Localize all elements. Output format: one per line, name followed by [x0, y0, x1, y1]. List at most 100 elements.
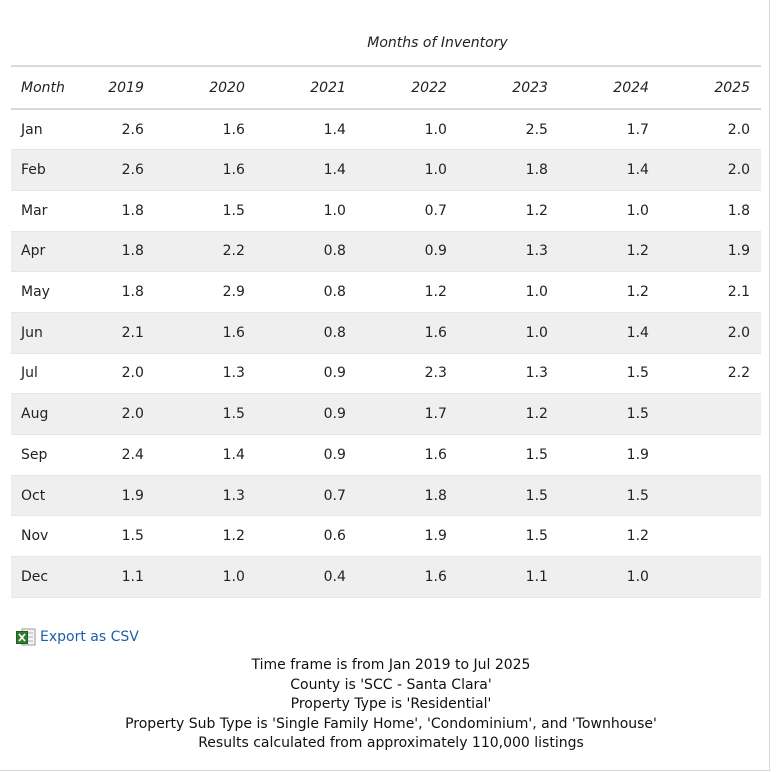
- value-cell-2021: 0.8: [286, 271, 388, 313]
- value-cell-2021: 0.4: [286, 556, 388, 598]
- value-cell-2019: 1.9: [84, 475, 186, 517]
- row-month-cell: Jun: [11, 312, 85, 354]
- value-cell-2023: 1.5: [488, 434, 590, 476]
- value-cell-2025: [690, 393, 761, 435]
- row-month-cell: Dec: [11, 556, 85, 598]
- value-cell-2023: 1.3: [488, 353, 590, 395]
- value-cell-2020: 1.4: [185, 434, 287, 476]
- header-2025: 2025: [690, 65, 761, 110]
- value-cell-2024: 1.4: [589, 312, 691, 354]
- row-month-cell: Nov: [11, 515, 85, 558]
- value-cell-2021: 0.9: [286, 434, 388, 476]
- table-row: May 1.8 2.9 0.8 1.2 1.0 1.2 2.1: [11, 271, 761, 313]
- value-cell-2023: 1.1: [488, 556, 590, 598]
- value-cell-2023: 1.2: [488, 190, 590, 232]
- value-cell-2021: 1.4: [286, 109, 388, 151]
- value-cell-2021: 0.9: [286, 353, 388, 395]
- value-cell-2019: 2.6: [84, 149, 186, 191]
- value-cell-2019: 2.0: [84, 353, 186, 395]
- value-cell-2023: 1.0: [488, 271, 590, 313]
- value-cell-2025: 2.0: [690, 149, 761, 191]
- row-month-cell: May: [11, 271, 85, 313]
- value-cell-2024: 1.5: [589, 353, 691, 395]
- value-cell-2024: 1.5: [589, 475, 691, 517]
- value-cell-2024: 1.2: [589, 231, 691, 273]
- row-month-cell: Mar: [11, 190, 85, 232]
- value-cell-2022: 1.6: [387, 312, 489, 354]
- table-row: Nov 1.5 1.2 0.6 1.9 1.5 1.2: [11, 515, 761, 558]
- value-cell-2025: 2.1: [690, 271, 761, 313]
- table-header-row: Month 2019 2020 2021 2022 2023 2024 2025: [11, 65, 761, 110]
- value-cell-2023: 2.5: [488, 109, 590, 151]
- value-cell-2025: 1.9: [690, 231, 761, 273]
- value-cell-2022: 1.0: [387, 149, 489, 191]
- value-cell-2021: 0.8: [286, 312, 388, 354]
- value-cell-2020: 1.6: [185, 149, 287, 191]
- value-cell-2024: 1.7: [589, 109, 691, 151]
- excel-csv-icon: [16, 628, 36, 646]
- value-cell-2022: 1.9: [387, 515, 489, 558]
- row-month-cell: Jan: [11, 109, 85, 151]
- value-cell-2019: 1.8: [84, 271, 186, 313]
- value-cell-2019: 2.6: [84, 109, 186, 151]
- header-month: Month: [11, 65, 85, 110]
- criteria-timeframe: Time frame is from Jan 2019 to Jul 2025: [251, 657, 531, 673]
- value-cell-2025: [690, 515, 761, 558]
- value-cell-2024: 1.0: [589, 556, 691, 598]
- value-cell-2025: 2.2: [690, 353, 761, 395]
- row-month-cell: Oct: [11, 475, 85, 517]
- value-cell-2022: 1.0: [387, 109, 489, 151]
- value-cell-2025: [690, 475, 761, 517]
- header-2019: 2019: [84, 65, 186, 110]
- value-cell-2024: 1.2: [589, 515, 691, 558]
- report-criteria: Time frame is from Jan 2019 to Jul 2025 …: [0, 656, 782, 754]
- table-row: Dec 1.1 1.0 0.4 1.6 1.1 1.0: [11, 556, 761, 598]
- table-row: Apr 1.8 2.2 0.8 0.9 1.3 1.2 1.9: [11, 231, 761, 273]
- header-2023: 2023: [488, 65, 590, 110]
- row-month-cell: Sep: [11, 434, 85, 476]
- row-month-cell: Feb: [11, 149, 85, 191]
- value-cell-2019: 1.1: [84, 556, 186, 598]
- value-cell-2022: 2.3: [387, 353, 489, 395]
- value-cell-2020: 1.3: [185, 475, 287, 517]
- value-cell-2019: 2.1: [84, 312, 186, 354]
- value-cell-2022: 1.7: [387, 393, 489, 435]
- value-cell-2024: 1.5: [589, 393, 691, 435]
- table-row: Jun 2.1 1.6 0.8 1.6 1.0 1.4 2.0: [11, 312, 761, 354]
- table-row: Jul 2.0 1.3 0.9 2.3 1.3 1.5 2.2: [11, 353, 761, 395]
- header-2020: 2020: [185, 65, 287, 110]
- value-cell-2019: 1.8: [84, 190, 186, 232]
- value-cell-2020: 1.5: [185, 190, 287, 232]
- criteria-property-type: Property Type is 'Residential': [290, 696, 492, 713]
- value-cell-2020: 2.2: [185, 231, 287, 273]
- value-cell-2022: 1.8: [387, 475, 489, 517]
- export-csv-link[interactable]: Export as CSV: [16, 628, 139, 646]
- criteria-property-subtype: Property Sub Type is 'Single Family Home…: [125, 715, 657, 732]
- table-row: Jan 2.6 1.6 1.4 1.0 2.5 1.7 2.0: [11, 109, 761, 151]
- value-cell-2024: 1.9: [589, 434, 691, 476]
- value-cell-2023: 1.2: [488, 393, 590, 435]
- value-cell-2024: 1.4: [589, 149, 691, 191]
- value-cell-2023: 1.3: [488, 231, 590, 273]
- value-cell-2020: 1.6: [185, 312, 287, 354]
- value-cell-2019: 2.0: [84, 393, 186, 435]
- value-cell-2019: 1.8: [84, 231, 186, 273]
- value-cell-2025: 1.8: [690, 190, 761, 232]
- value-cell-2025: 2.0: [690, 312, 761, 354]
- value-cell-2024: 1.2: [589, 271, 691, 313]
- value-cell-2021: 0.7: [286, 475, 388, 517]
- value-cell-2022: 0.7: [387, 190, 489, 232]
- value-cell-2019: 1.5: [84, 515, 186, 558]
- value-cell-2021: 0.8: [286, 231, 388, 273]
- value-cell-2021: 1.4: [286, 149, 388, 191]
- value-cell-2023: 1.5: [488, 475, 590, 517]
- value-cell-2022: 1.2: [387, 271, 489, 313]
- row-month-cell: Apr: [11, 231, 85, 273]
- header-2024: 2024: [589, 65, 691, 110]
- row-month-cell: Jul: [11, 353, 85, 395]
- value-cell-2020: 1.0: [185, 556, 287, 598]
- value-cell-2020: 1.5: [185, 393, 287, 435]
- value-cell-2023: 1.0: [488, 312, 590, 354]
- table-row: Mar 1.8 1.5 1.0 0.7 1.2 1.0 1.8: [11, 190, 761, 232]
